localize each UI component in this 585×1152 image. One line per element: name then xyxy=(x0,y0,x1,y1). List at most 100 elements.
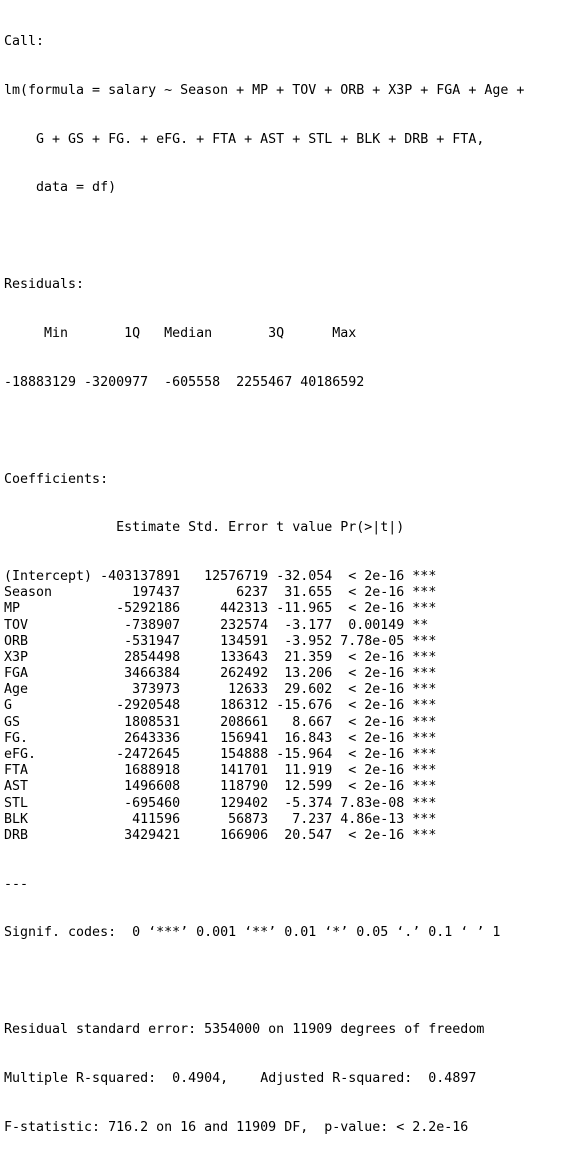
coef-term: FG. xyxy=(4,730,93,746)
coef-p-value: < 2e-16 xyxy=(332,649,405,665)
coef-signif: *** xyxy=(404,568,437,584)
coef-std-error: 118790 xyxy=(180,779,269,795)
coef-t-value: 8.667 xyxy=(268,714,333,730)
coef-estimate: -531947 xyxy=(92,633,181,649)
coef-std-error: 56873 xyxy=(180,811,269,827)
coef-term: BLK xyxy=(4,811,93,827)
coef-signif: *** xyxy=(404,827,437,843)
coef-estimate: 3466384 xyxy=(92,666,181,682)
coef-term: STL xyxy=(4,795,93,811)
coef-p-value: < 2e-16 xyxy=(332,827,405,843)
coef-p-value: < 2e-16 xyxy=(332,779,405,795)
r-console-output: Call: lm(formula = salary ~ Season + MP … xyxy=(4,2,524,1152)
coef-std-error: 133643 xyxy=(180,649,269,665)
coef-estimate: -403137891 xyxy=(92,568,181,584)
coef-term: (Intercept) xyxy=(4,568,93,584)
coef-estimate: 197437 xyxy=(92,585,181,601)
coef-t-value: -3.177 xyxy=(268,617,333,633)
coef-std-error: 12633 xyxy=(180,682,269,698)
coef-p-value: < 2e-16 xyxy=(332,601,405,617)
coefficient-row: Season 197437 6237 31.655 < 2e-16 *** xyxy=(4,585,524,601)
coef-signif: *** xyxy=(404,714,437,730)
coef-estimate: 1808531 xyxy=(92,714,181,730)
coef-std-error: 166906 xyxy=(180,827,269,843)
coef-p-value: 7.83e-08 xyxy=(332,795,405,811)
coef-estimate: -738907 xyxy=(92,617,181,633)
coef-term: FTA xyxy=(4,763,93,779)
coefficients-table: (Intercept) -403137891 12576719 -32.054 … xyxy=(4,569,524,844)
coef-std-error: 262492 xyxy=(180,666,269,682)
coefficient-row: X3P 2854498 133643 21.359 < 2e-16 *** xyxy=(4,650,524,666)
coef-std-error: 129402 xyxy=(180,795,269,811)
separator: --- xyxy=(4,876,29,892)
coef-std-error: 154888 xyxy=(180,747,269,762)
coef-signif: *** xyxy=(404,601,437,617)
coef-p-value: < 2e-16 xyxy=(332,747,405,762)
coef-t-value: 16.843 xyxy=(268,730,333,746)
coef-estimate: 1496608 xyxy=(92,779,181,795)
coef-std-error: 6237 xyxy=(180,585,269,601)
residuals-header: Residuals: xyxy=(4,277,85,293)
coef-t-value: 20.547 xyxy=(268,827,333,843)
coef-term: GS xyxy=(4,714,93,730)
coef-term: FGA xyxy=(4,666,93,682)
coef-p-value: 4.86e-13 xyxy=(332,811,405,827)
coef-std-error: 186312 xyxy=(180,698,269,714)
coefficient-row: (Intercept) -403137891 12576719 -32.054 … xyxy=(4,569,524,585)
coef-estimate: -5292186 xyxy=(92,601,181,617)
coef-t-value: -3.952 xyxy=(268,633,333,649)
coef-p-value: 7.78e-05 xyxy=(332,633,405,649)
coef-signif: *** xyxy=(404,698,437,714)
coef-signif: *** xyxy=(404,682,437,698)
coef-signif: *** xyxy=(404,763,437,779)
coef-term: Season xyxy=(4,585,93,601)
coef-signif: *** xyxy=(404,666,437,682)
coef-signif: *** xyxy=(404,795,437,811)
r-squared-line: Multiple R-squared: 0.4904, Adjusted R-s… xyxy=(4,1070,485,1086)
coef-term: MP xyxy=(4,601,93,617)
coef-signif: *** xyxy=(404,730,437,746)
coef-estimate: 2854498 xyxy=(92,649,181,665)
coefficient-row: FTA 1688918 141701 11.919 < 2e-16 *** xyxy=(4,763,524,779)
coef-term: AST xyxy=(4,779,93,795)
coefficient-row: FG. 2643336 156941 16.843 < 2e-16 *** xyxy=(4,731,524,747)
call-line: data = df) xyxy=(4,180,117,196)
coef-estimate: -2920548 xyxy=(92,698,181,714)
coef-std-error: 442313 xyxy=(180,601,269,617)
coefficients-header: Coefficients: xyxy=(4,471,109,487)
coefficient-row: eFG. -2472645 154888 -15.964 < 2e-16 *** xyxy=(4,747,524,763)
coef-std-error: 12576719 xyxy=(180,568,269,584)
call-header: Call: xyxy=(4,34,45,50)
coef-t-value: -5.374 xyxy=(268,795,333,811)
coef-t-value: 21.359 xyxy=(268,649,333,665)
coef-p-value: < 2e-16 xyxy=(332,730,405,746)
coef-term: X3P xyxy=(4,649,93,665)
coef-signif: *** xyxy=(404,633,437,649)
coef-t-value: -11.965 xyxy=(268,601,333,617)
coef-signif: *** xyxy=(404,779,437,795)
coef-std-error: 208661 xyxy=(180,714,269,730)
coef-p-value: < 2e-16 xyxy=(332,763,405,779)
coef-t-value: 12.599 xyxy=(268,779,333,795)
coef-term: eFG. xyxy=(4,747,93,762)
coef-estimate: -695460 xyxy=(92,795,181,811)
coef-std-error: 156941 xyxy=(180,730,269,746)
coef-t-value: -15.964 xyxy=(268,747,333,762)
coef-signif: ** xyxy=(404,617,437,633)
coef-estimate: 373973 xyxy=(92,682,181,698)
coef-t-value: 29.602 xyxy=(268,682,333,698)
coef-std-error: 232574 xyxy=(180,617,269,633)
coefficient-row: DRB 3429421 166906 20.547 < 2e-16 *** xyxy=(4,828,524,844)
coef-t-value: 7.237 xyxy=(268,811,333,827)
signif-codes: Signif. codes: 0 ‘***’ 0.001 ‘**’ 0.01 ‘… xyxy=(4,925,501,941)
coef-t-value: -32.054 xyxy=(268,568,333,584)
coef-estimate: 3429421 xyxy=(92,827,181,843)
residual-standard-error: Residual standard error: 5354000 on 1190… xyxy=(4,1022,485,1038)
f-statistic-line: F-statistic: 716.2 on 16 and 11909 DF, p… xyxy=(4,1119,469,1135)
residuals-labels: Min 1Q Median 3Q Max xyxy=(4,325,365,341)
coef-p-value: 0.00149 xyxy=(332,617,405,633)
coef-p-value: < 2e-16 xyxy=(332,585,405,601)
coefficient-row: G -2920548 186312 -15.676 < 2e-16 *** xyxy=(4,698,524,714)
call-line: lm(formula = salary ~ Season + MP + TOV … xyxy=(4,83,525,98)
coef-t-value: -15.676 xyxy=(268,698,333,714)
